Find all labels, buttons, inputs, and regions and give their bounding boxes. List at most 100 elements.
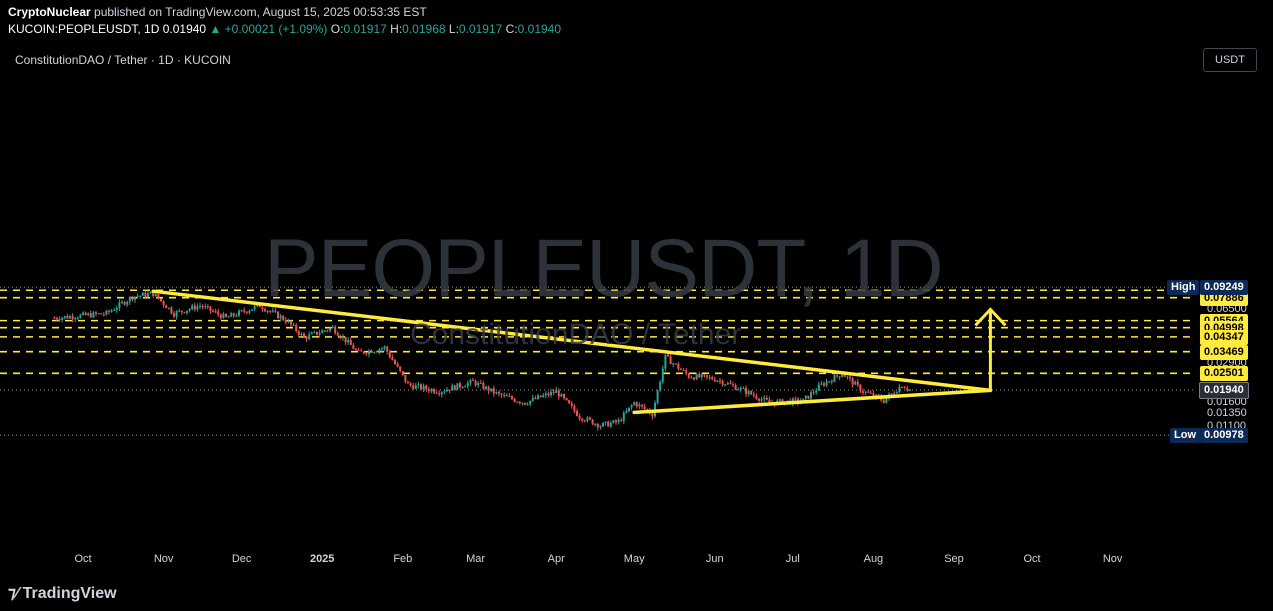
candle-body <box>334 326 337 334</box>
candle-body <box>401 371 404 375</box>
candle-body <box>300 333 303 335</box>
candle-body <box>404 374 407 382</box>
candle-body <box>318 333 321 335</box>
candle-body <box>752 394 755 396</box>
currency-button[interactable]: USDT <box>1203 48 1257 72</box>
candle-body <box>282 315 285 321</box>
candle-body <box>703 374 706 376</box>
candle-body <box>729 382 732 385</box>
time-tick: Apr <box>547 553 565 565</box>
candle-body <box>438 393 441 395</box>
candle-body <box>685 370 688 374</box>
triangle-pattern <box>151 289 1007 415</box>
candle-body <box>846 376 849 378</box>
level-price-label: 0.03469 <box>1200 344 1248 360</box>
time-tick: Oct <box>74 553 92 565</box>
candle-body <box>823 383 825 386</box>
candle-body <box>518 401 521 404</box>
candle-body <box>274 310 277 312</box>
time-tick: Jul <box>785 553 800 565</box>
candle-body <box>555 390 558 393</box>
candle-body <box>258 304 261 308</box>
candle-body <box>141 292 144 296</box>
tradingview-icon: ⁊⁄ <box>8 585 19 602</box>
candle-body <box>651 413 654 417</box>
candle-body <box>82 312 84 315</box>
candle-body <box>443 391 446 393</box>
candle-body <box>672 363 675 365</box>
candle-body <box>245 311 248 313</box>
candle-body <box>131 297 134 300</box>
candle-body <box>253 306 256 310</box>
candle-body <box>167 307 170 309</box>
candle-body <box>620 420 623 422</box>
candle-body <box>326 330 329 332</box>
candle-body <box>906 388 909 391</box>
candle-body <box>193 305 196 310</box>
tradingview-logo[interactable]: ⁊⁄ TradingView <box>8 583 117 603</box>
candle-body <box>669 356 672 365</box>
candle-body <box>630 405 633 408</box>
descending-trendline[interactable] <box>151 289 993 393</box>
candle-body <box>461 386 464 388</box>
candle-body <box>719 380 721 382</box>
candle-body <box>511 396 513 399</box>
candle-body <box>383 346 386 349</box>
candle-body <box>833 375 836 383</box>
candle-body <box>448 389 451 391</box>
candle-body <box>74 318 77 320</box>
candle-body <box>310 332 313 335</box>
candle-body <box>576 410 578 417</box>
candle-body <box>810 392 812 399</box>
candle-body <box>667 354 669 357</box>
candle-body <box>149 291 152 294</box>
candle-body <box>742 387 745 389</box>
candle-body <box>472 379 474 381</box>
candle-body <box>503 395 506 397</box>
level-price-label: 0.04347 <box>1200 329 1248 345</box>
candle-body <box>508 396 511 398</box>
candle-body <box>856 381 859 385</box>
time-tick: Oct <box>1023 553 1041 565</box>
candle-body <box>682 369 685 371</box>
candle-body <box>828 381 831 383</box>
candle-body <box>825 381 828 386</box>
candle-body <box>737 389 740 391</box>
candle-body <box>890 393 893 395</box>
candle-body <box>482 382 485 389</box>
candle-body <box>607 421 610 427</box>
target-arrow-head[interactable] <box>974 307 1007 327</box>
candle-body <box>180 310 183 312</box>
price-tick: 0.06500 <box>1207 303 1247 316</box>
candle-body <box>222 313 225 319</box>
candle-body <box>734 385 737 390</box>
candle-body <box>79 314 82 318</box>
candle-body <box>123 301 126 305</box>
candle-body <box>711 377 714 380</box>
author-name[interactable]: CryptoNuclear <box>8 5 91 19</box>
candle-body <box>225 313 227 317</box>
ascending-trendline[interactable] <box>632 388 993 415</box>
candle-body <box>843 374 846 377</box>
candle-body <box>492 388 495 394</box>
candle-body <box>227 316 230 318</box>
candle-body <box>745 388 747 395</box>
candle-body <box>537 395 539 399</box>
candle-body <box>830 381 833 383</box>
candle-body <box>807 395 810 399</box>
candle-body <box>115 308 118 311</box>
candle-body <box>901 386 903 388</box>
low-tag: Low <box>1170 428 1200 444</box>
candle-body <box>895 392 898 394</box>
candle-body <box>786 400 789 402</box>
candle-body <box>885 398 888 403</box>
candle-body <box>295 324 298 332</box>
chart-title: ConstitutionDAO / Tether · 1D · KUCOIN <box>15 53 231 67</box>
candle-body <box>100 313 103 315</box>
candle-body <box>768 399 771 403</box>
candle-body <box>165 305 168 309</box>
candle-body <box>440 392 443 395</box>
candle-body <box>162 301 165 306</box>
candle-body <box>199 305 201 307</box>
